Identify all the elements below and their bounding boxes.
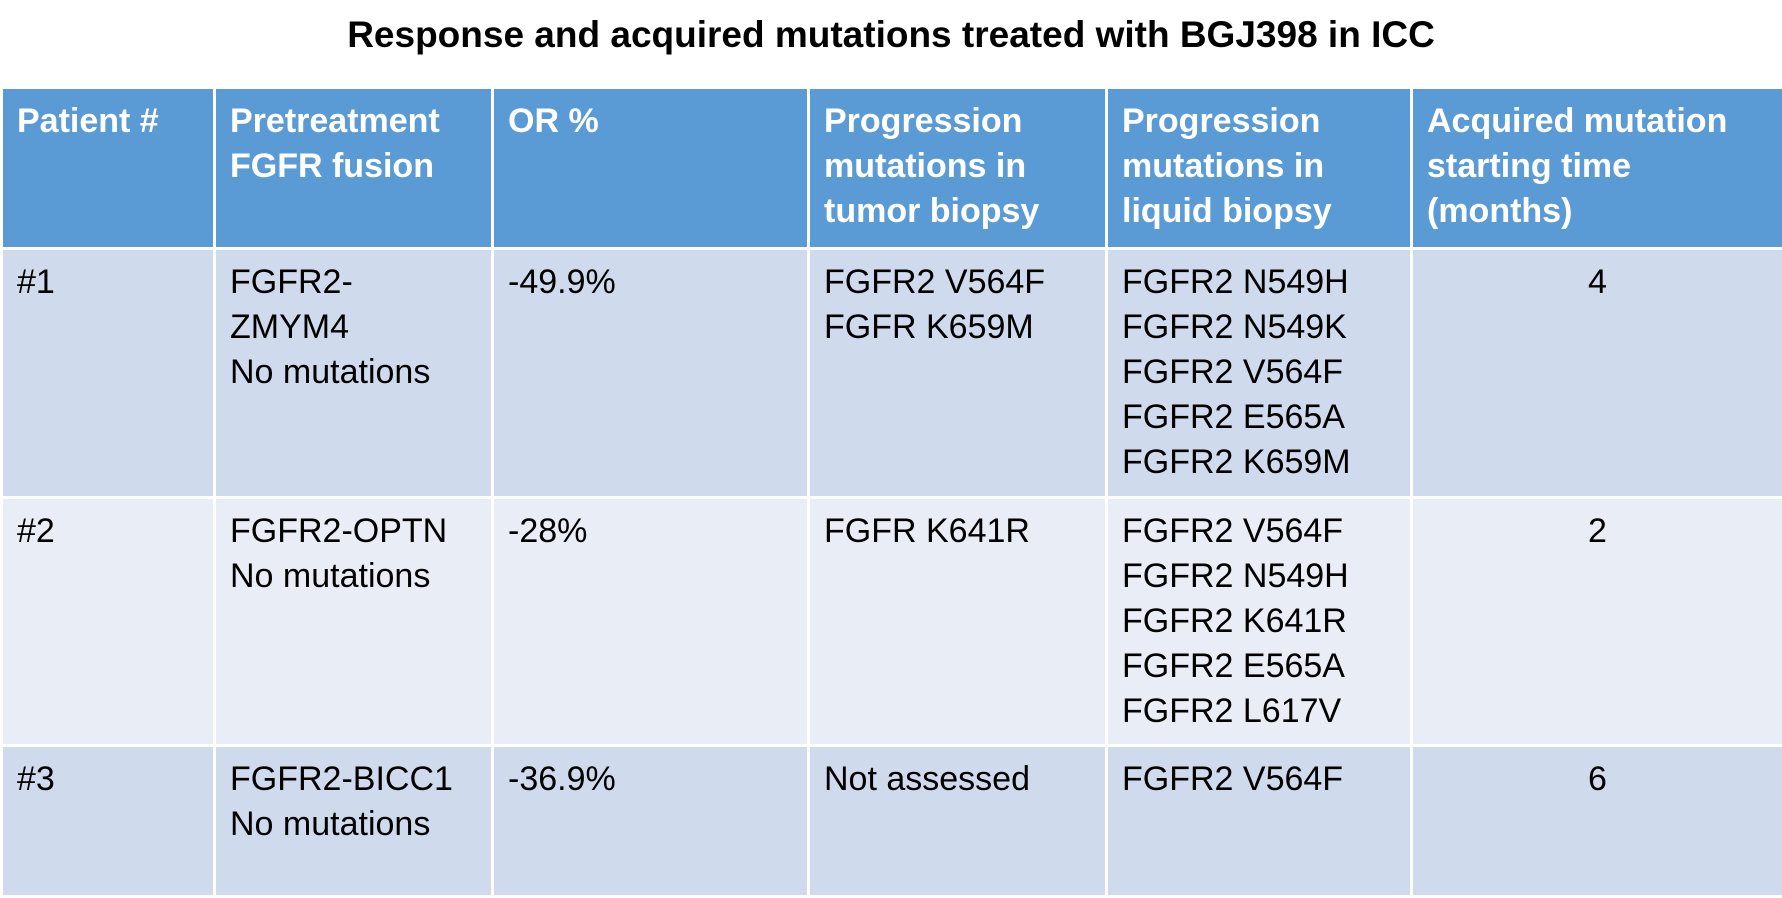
- cell-line: #3: [17, 757, 199, 802]
- cell-line: FGFR2 L617V: [1122, 689, 1396, 734]
- cell-line: FGFR2 V564F: [1122, 350, 1396, 395]
- table-title: Response and acquired mutations treated …: [0, 14, 1782, 56]
- cell-line: 6: [1427, 757, 1768, 802]
- cell-line: FGFR K641R: [824, 509, 1091, 554]
- cell-line: -49.9%: [508, 260, 793, 305]
- table-cell: -49.9%: [493, 249, 809, 498]
- table-cell: Not assessed: [809, 746, 1107, 897]
- cell-line: 2: [1427, 509, 1768, 554]
- cell-line: FGFR2 E565A: [1122, 644, 1396, 689]
- cell-line: FGFR K659M: [824, 305, 1091, 350]
- table-cell: -28%: [493, 498, 809, 746]
- cell-line: FGFR2-OPTN: [230, 509, 477, 554]
- cell-line: -36.9%: [508, 757, 793, 802]
- cell-line: liquid biopsy: [1122, 189, 1396, 234]
- cell-line: mutations in: [824, 144, 1091, 189]
- cell-line: #2: [17, 509, 199, 554]
- cell-line: ZMYM4: [230, 305, 477, 350]
- table-cell: 4: [1412, 249, 1782, 498]
- cell-line: tumor biopsy: [824, 189, 1091, 234]
- table-cell: FGFR K641R: [809, 498, 1107, 746]
- cell-line: OR %: [508, 99, 793, 144]
- cell-line: FGFR fusion: [230, 144, 477, 189]
- cell-line: FGFR2 N549H: [1122, 554, 1396, 599]
- cell-line: 4: [1427, 260, 1768, 305]
- cell-line: Patient #: [17, 99, 199, 144]
- cell-line: Progression: [1122, 99, 1396, 144]
- table-cell: -36.9%: [493, 746, 809, 897]
- cell-line: Acquired mutation: [1427, 99, 1768, 144]
- cell-line: starting time: [1427, 144, 1768, 189]
- cell-line: Progression: [824, 99, 1091, 144]
- table-cell: 6: [1412, 746, 1782, 897]
- table-cell: #2: [2, 498, 215, 746]
- cell-line: FGFR2 V564F: [824, 260, 1091, 305]
- cell-line: FGFR2 V564F: [1122, 509, 1396, 554]
- cell-line: No mutations: [230, 350, 477, 395]
- cell-line: (months): [1427, 189, 1768, 234]
- cell-line: Pretreatment: [230, 99, 477, 144]
- cell-line: mutations in: [1122, 144, 1396, 189]
- table-cell: #3: [2, 746, 215, 897]
- header-cell: Patient #: [2, 88, 215, 249]
- cell-line: FGFR2-: [230, 260, 477, 305]
- cell-line: FGFR2 N549K: [1122, 305, 1396, 350]
- cell-line: No mutations: [230, 802, 477, 847]
- cell-line: -28%: [508, 509, 793, 554]
- cell-line: #1: [17, 260, 199, 305]
- cell-line: FGFR2 K641R: [1122, 599, 1396, 644]
- cell-line: No mutations: [230, 554, 477, 599]
- table-cell: 2: [1412, 498, 1782, 746]
- cell-line: Not assessed: [824, 757, 1091, 802]
- table-cell: FGFR2 V564F: [1107, 746, 1412, 897]
- cell-line: FGFR2 K659M: [1122, 440, 1396, 485]
- table-cell: #1: [2, 249, 215, 498]
- cell-line: FGFR2 E565A: [1122, 395, 1396, 440]
- cell-line: FGFR2 V564F: [1122, 757, 1396, 802]
- cell-line: FGFR2-BICC1: [230, 757, 477, 802]
- cell-line: FGFR2 N549H: [1122, 260, 1396, 305]
- header-cell: OR %: [493, 88, 809, 249]
